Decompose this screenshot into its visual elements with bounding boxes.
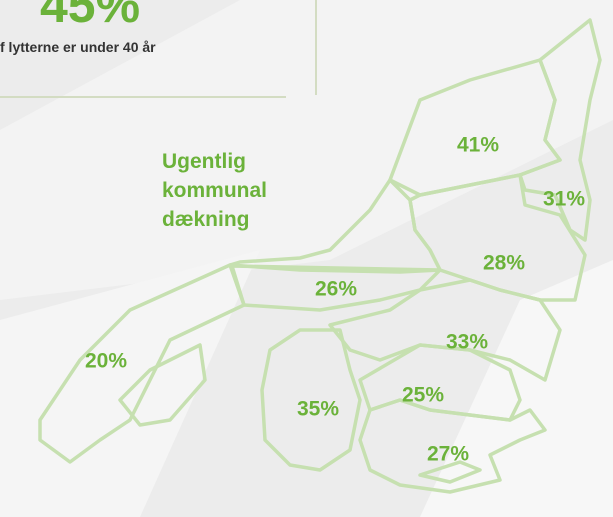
map-outlines xyxy=(38,18,602,494)
map-title-line: Ugentlig xyxy=(162,150,246,173)
stat-value: 45% xyxy=(40,0,140,33)
stat-caption: f lytterne er under 40 år xyxy=(0,39,156,55)
map-title-line: dækning xyxy=(162,208,250,231)
region-label: 27% xyxy=(427,443,469,466)
region-labels: 41% 31% 28% 26% 33% 20% 35% 25% 27% xyxy=(85,134,585,466)
region-label: 33% xyxy=(446,331,488,354)
region-label: 20% xyxy=(85,350,127,373)
map-title-line: kommunal xyxy=(162,179,267,202)
region-label: 31% xyxy=(543,188,585,211)
region-label: 41% xyxy=(457,134,499,157)
region-label: 28% xyxy=(483,252,525,275)
region-label: 25% xyxy=(402,384,444,407)
region-label: 26% xyxy=(315,278,357,301)
region-label: 35% xyxy=(297,398,339,421)
